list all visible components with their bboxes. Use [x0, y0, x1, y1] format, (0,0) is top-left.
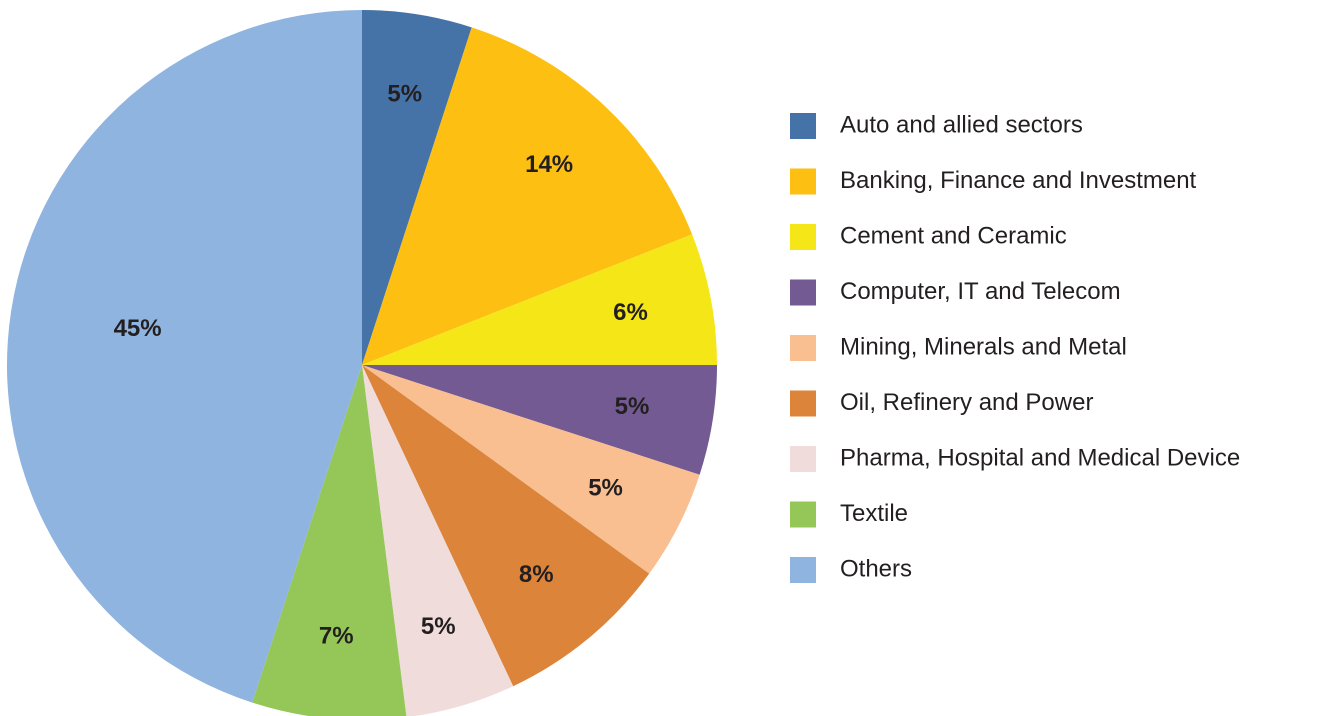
data-label: 5%	[387, 80, 422, 107]
data-label: 6%	[613, 299, 648, 326]
legend-label: Textile	[840, 500, 908, 527]
data-label: 5%	[421, 613, 456, 640]
pie-slice	[362, 365, 717, 475]
data-label: 45%	[114, 315, 162, 342]
pie-slice	[362, 27, 693, 365]
data-label: 5%	[615, 393, 650, 420]
data-label: 8%	[519, 561, 554, 588]
legend-swatch	[790, 279, 816, 306]
legend-swatch	[790, 390, 816, 417]
pie-slice	[362, 234, 717, 365]
legend-swatch	[790, 113, 816, 139]
legend-swatch	[790, 168, 816, 195]
pie-slice	[362, 10, 472, 365]
legend-label: Computer, IT and Telecom	[840, 278, 1121, 305]
legend-swatch	[790, 224, 816, 250]
pie-slice	[362, 365, 514, 716]
legend-swatch	[790, 446, 816, 472]
legend-swatch	[790, 557, 816, 583]
legend-label: Mining, Minerals and Metal	[840, 333, 1127, 360]
pie-slice	[362, 365, 700, 574]
pie-slice	[362, 365, 650, 687]
legend-label: Pharma, Hospital and Medical Device	[840, 444, 1240, 471]
legend-label: Cement and Ceramic	[840, 222, 1067, 249]
legend-swatch	[790, 501, 816, 528]
legend-label: Auto and allied sectors	[840, 111, 1083, 138]
legend-label: Others	[840, 555, 912, 582]
legend-swatch	[790, 335, 816, 361]
pie-slice	[7, 10, 362, 703]
data-label: 5%	[588, 474, 623, 501]
data-label: 14%	[525, 151, 573, 178]
legend-label: Banking, Finance and Investment	[840, 167, 1197, 194]
legend-label: Oil, Refinery and Power	[840, 389, 1093, 416]
data-label: 7%	[319, 622, 354, 649]
pie-slice	[252, 365, 407, 716]
